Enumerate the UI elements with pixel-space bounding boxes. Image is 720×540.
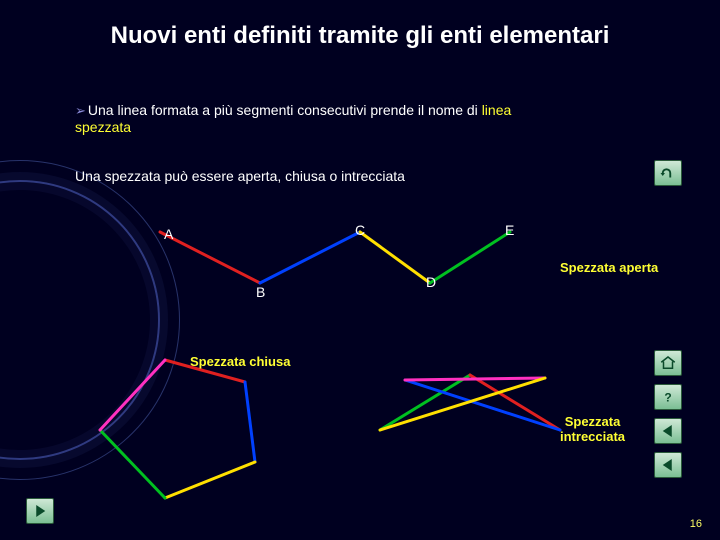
note-intrecciata-l2: intrecciata — [560, 429, 625, 444]
point-label-c: C — [355, 222, 365, 238]
sub-text: Una spezzata può essere aperta, chiusa o… — [75, 168, 405, 184]
play-button[interactable] — [26, 498, 54, 524]
home-button[interactable] — [654, 350, 682, 376]
next-button[interactable] — [654, 452, 682, 478]
bullet-keyword-1: linea — [482, 102, 512, 118]
svg-text:?: ? — [664, 391, 671, 405]
question-icon: ? — [659, 388, 677, 406]
triangle-right-icon — [31, 502, 49, 520]
note-intrecciata: Spezzata intrecciata — [560, 415, 625, 445]
u-turn-icon — [659, 164, 677, 182]
bullet-arrow-icon: ➢ — [75, 103, 86, 118]
note-intrecciata-l1: Spezzata — [565, 414, 621, 429]
home-icon — [659, 354, 677, 372]
point-label-a: A — [164, 226, 173, 242]
bullet-text: ➢Una linea formata a più segmenti consec… — [75, 102, 511, 135]
page-number: 16 — [690, 518, 702, 530]
prev-button[interactable] — [654, 418, 682, 444]
triangle-left-icon — [659, 456, 677, 474]
point-label-d: D — [426, 274, 436, 290]
page-title: Nuovi enti definiti tramite gli enti ele… — [0, 22, 720, 50]
point-label-e: E — [505, 222, 514, 238]
point-label-b: B — [256, 284, 265, 300]
note-chiusa: Spezzata chiusa — [190, 354, 290, 369]
bullet-keyword-2: spezzata — [75, 119, 511, 135]
note-aperta: Spezzata aperta — [560, 260, 658, 275]
back-button[interactable] — [654, 160, 682, 186]
triangle-left-icon — [659, 422, 677, 440]
help-button[interactable]: ? — [654, 384, 682, 410]
bullet-prefix: Una linea formata a più segmenti consecu… — [88, 102, 482, 118]
